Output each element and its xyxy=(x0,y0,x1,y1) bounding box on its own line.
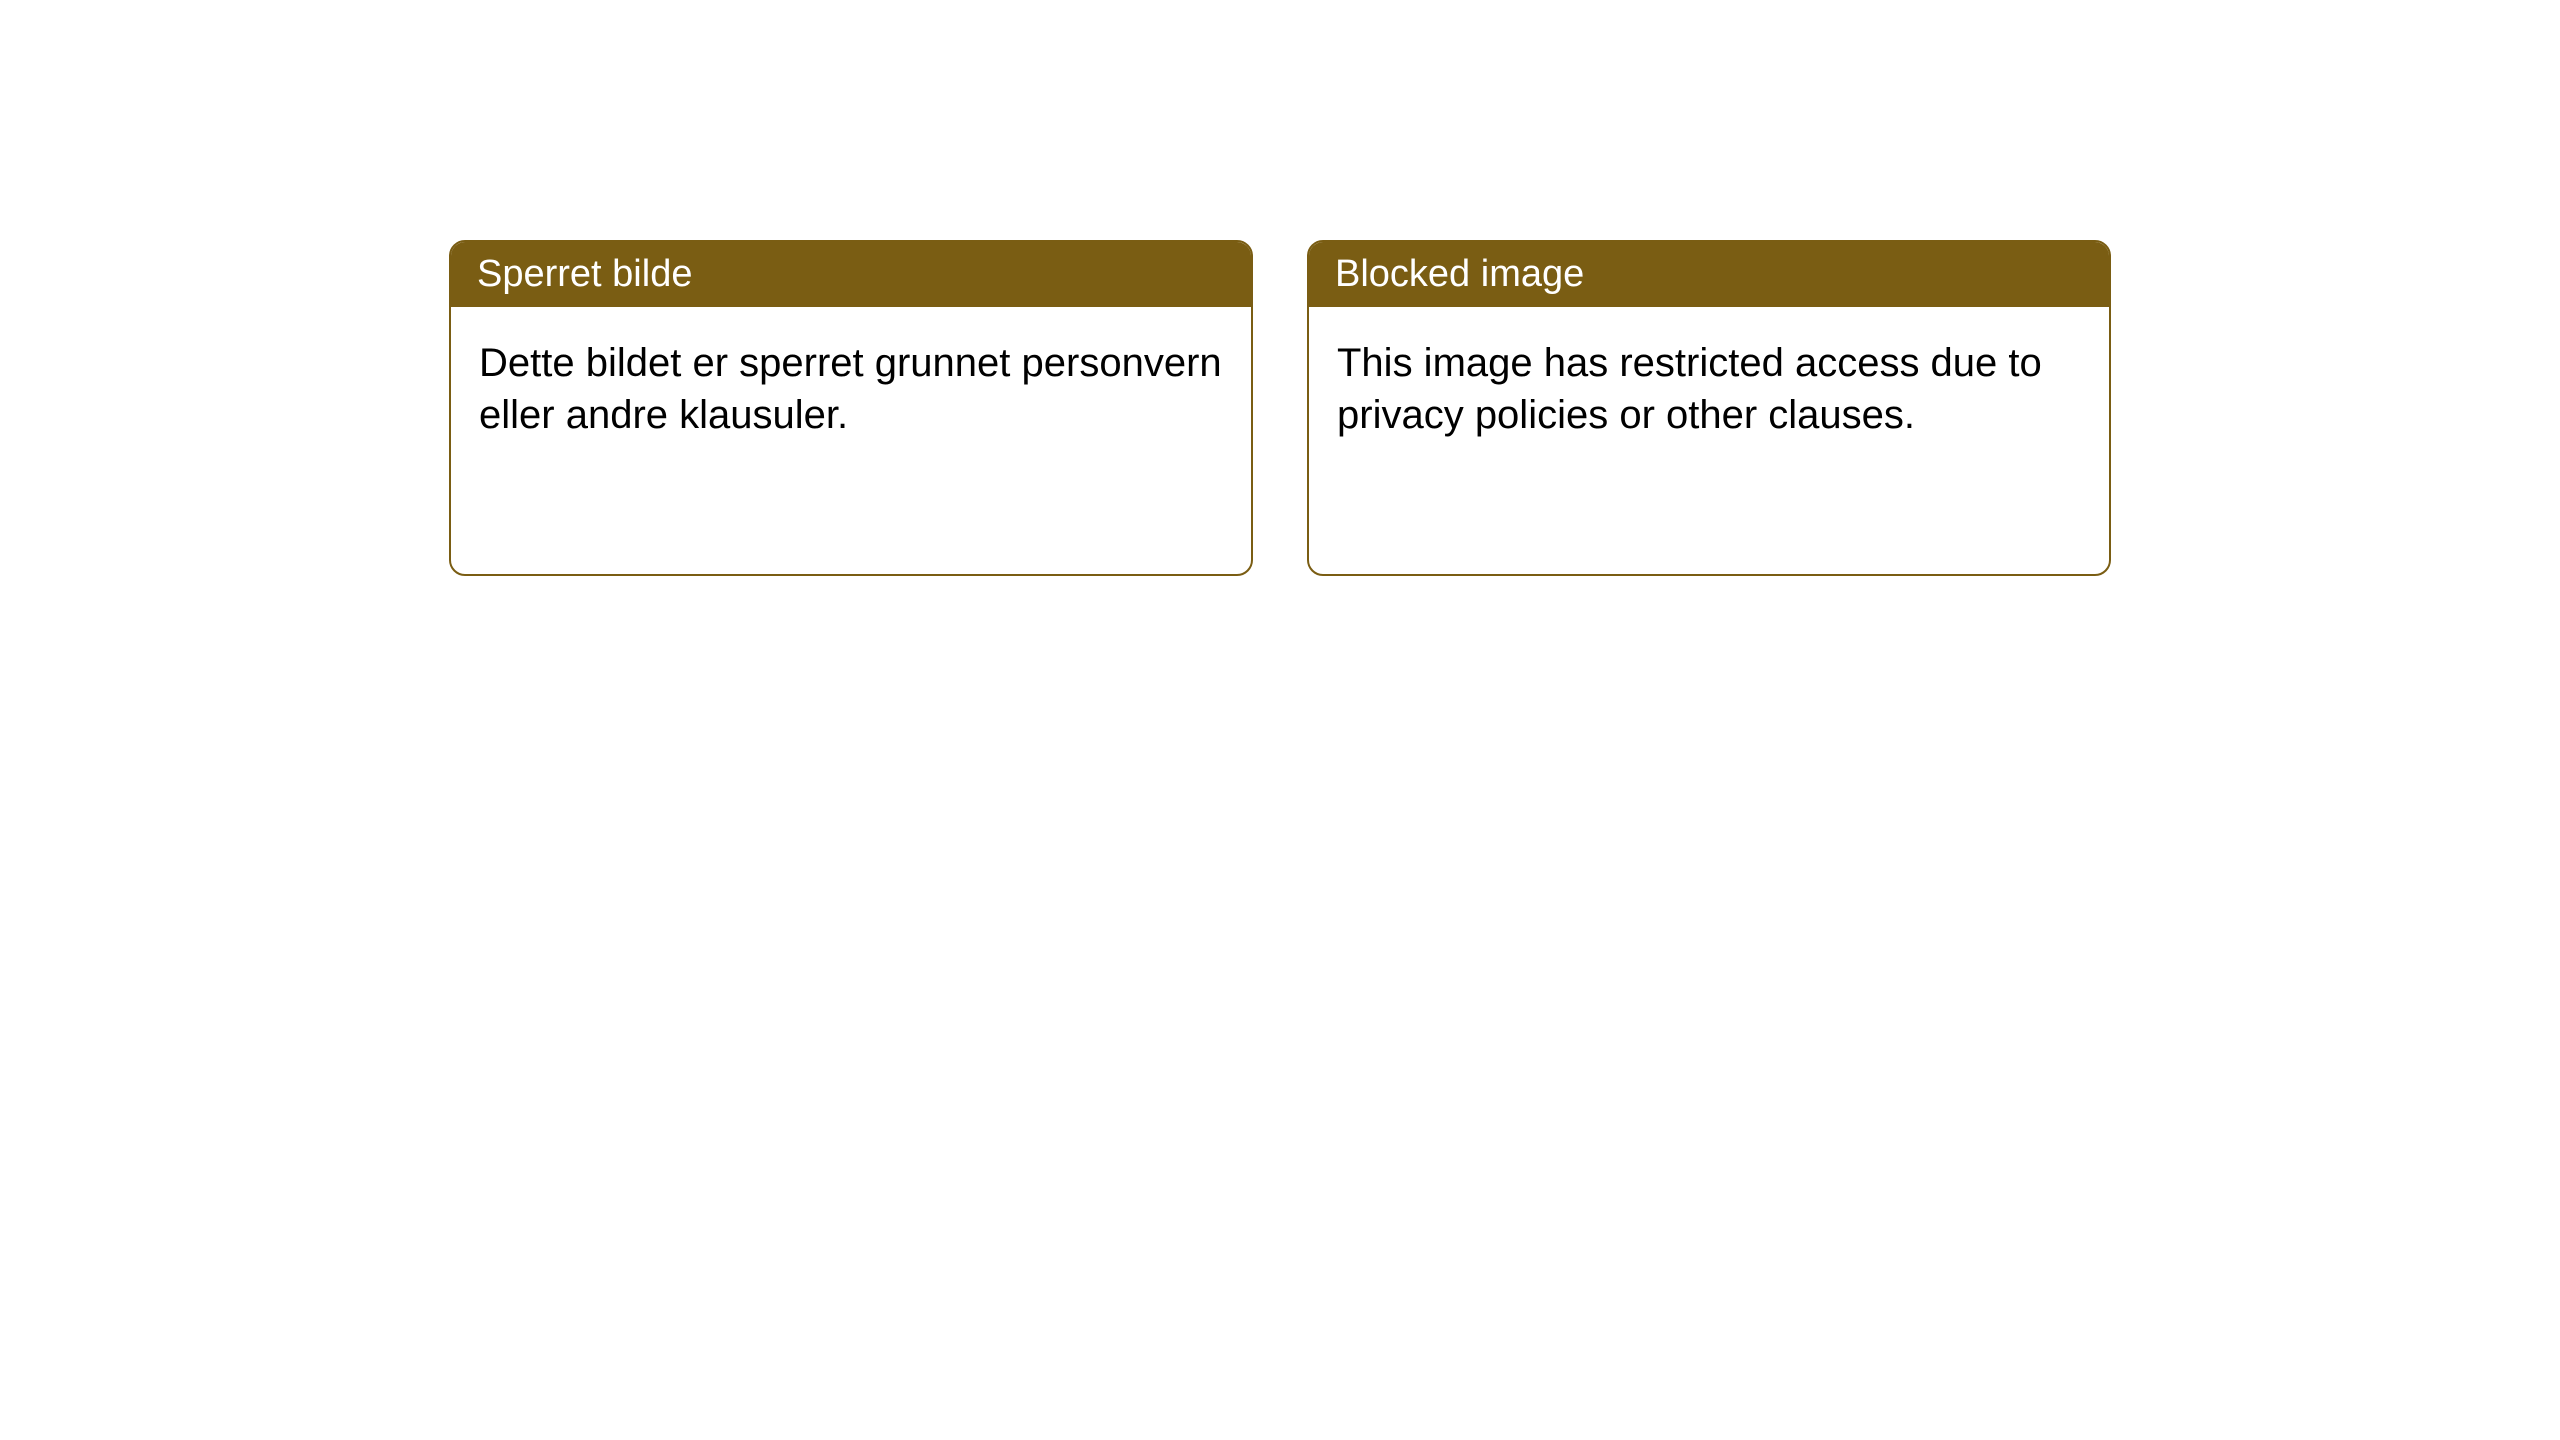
notice-body-english: This image has restricted access due to … xyxy=(1309,307,2109,471)
notice-container: Sperret bilde Dette bildet er sperret gr… xyxy=(449,240,2111,576)
notice-title-english: Blocked image xyxy=(1309,242,2109,307)
notice-title-norwegian: Sperret bilde xyxy=(451,242,1251,307)
notice-card-norwegian: Sperret bilde Dette bildet er sperret gr… xyxy=(449,240,1253,576)
notice-card-english: Blocked image This image has restricted … xyxy=(1307,240,2111,576)
notice-body-norwegian: Dette bildet er sperret grunnet personve… xyxy=(451,307,1251,471)
